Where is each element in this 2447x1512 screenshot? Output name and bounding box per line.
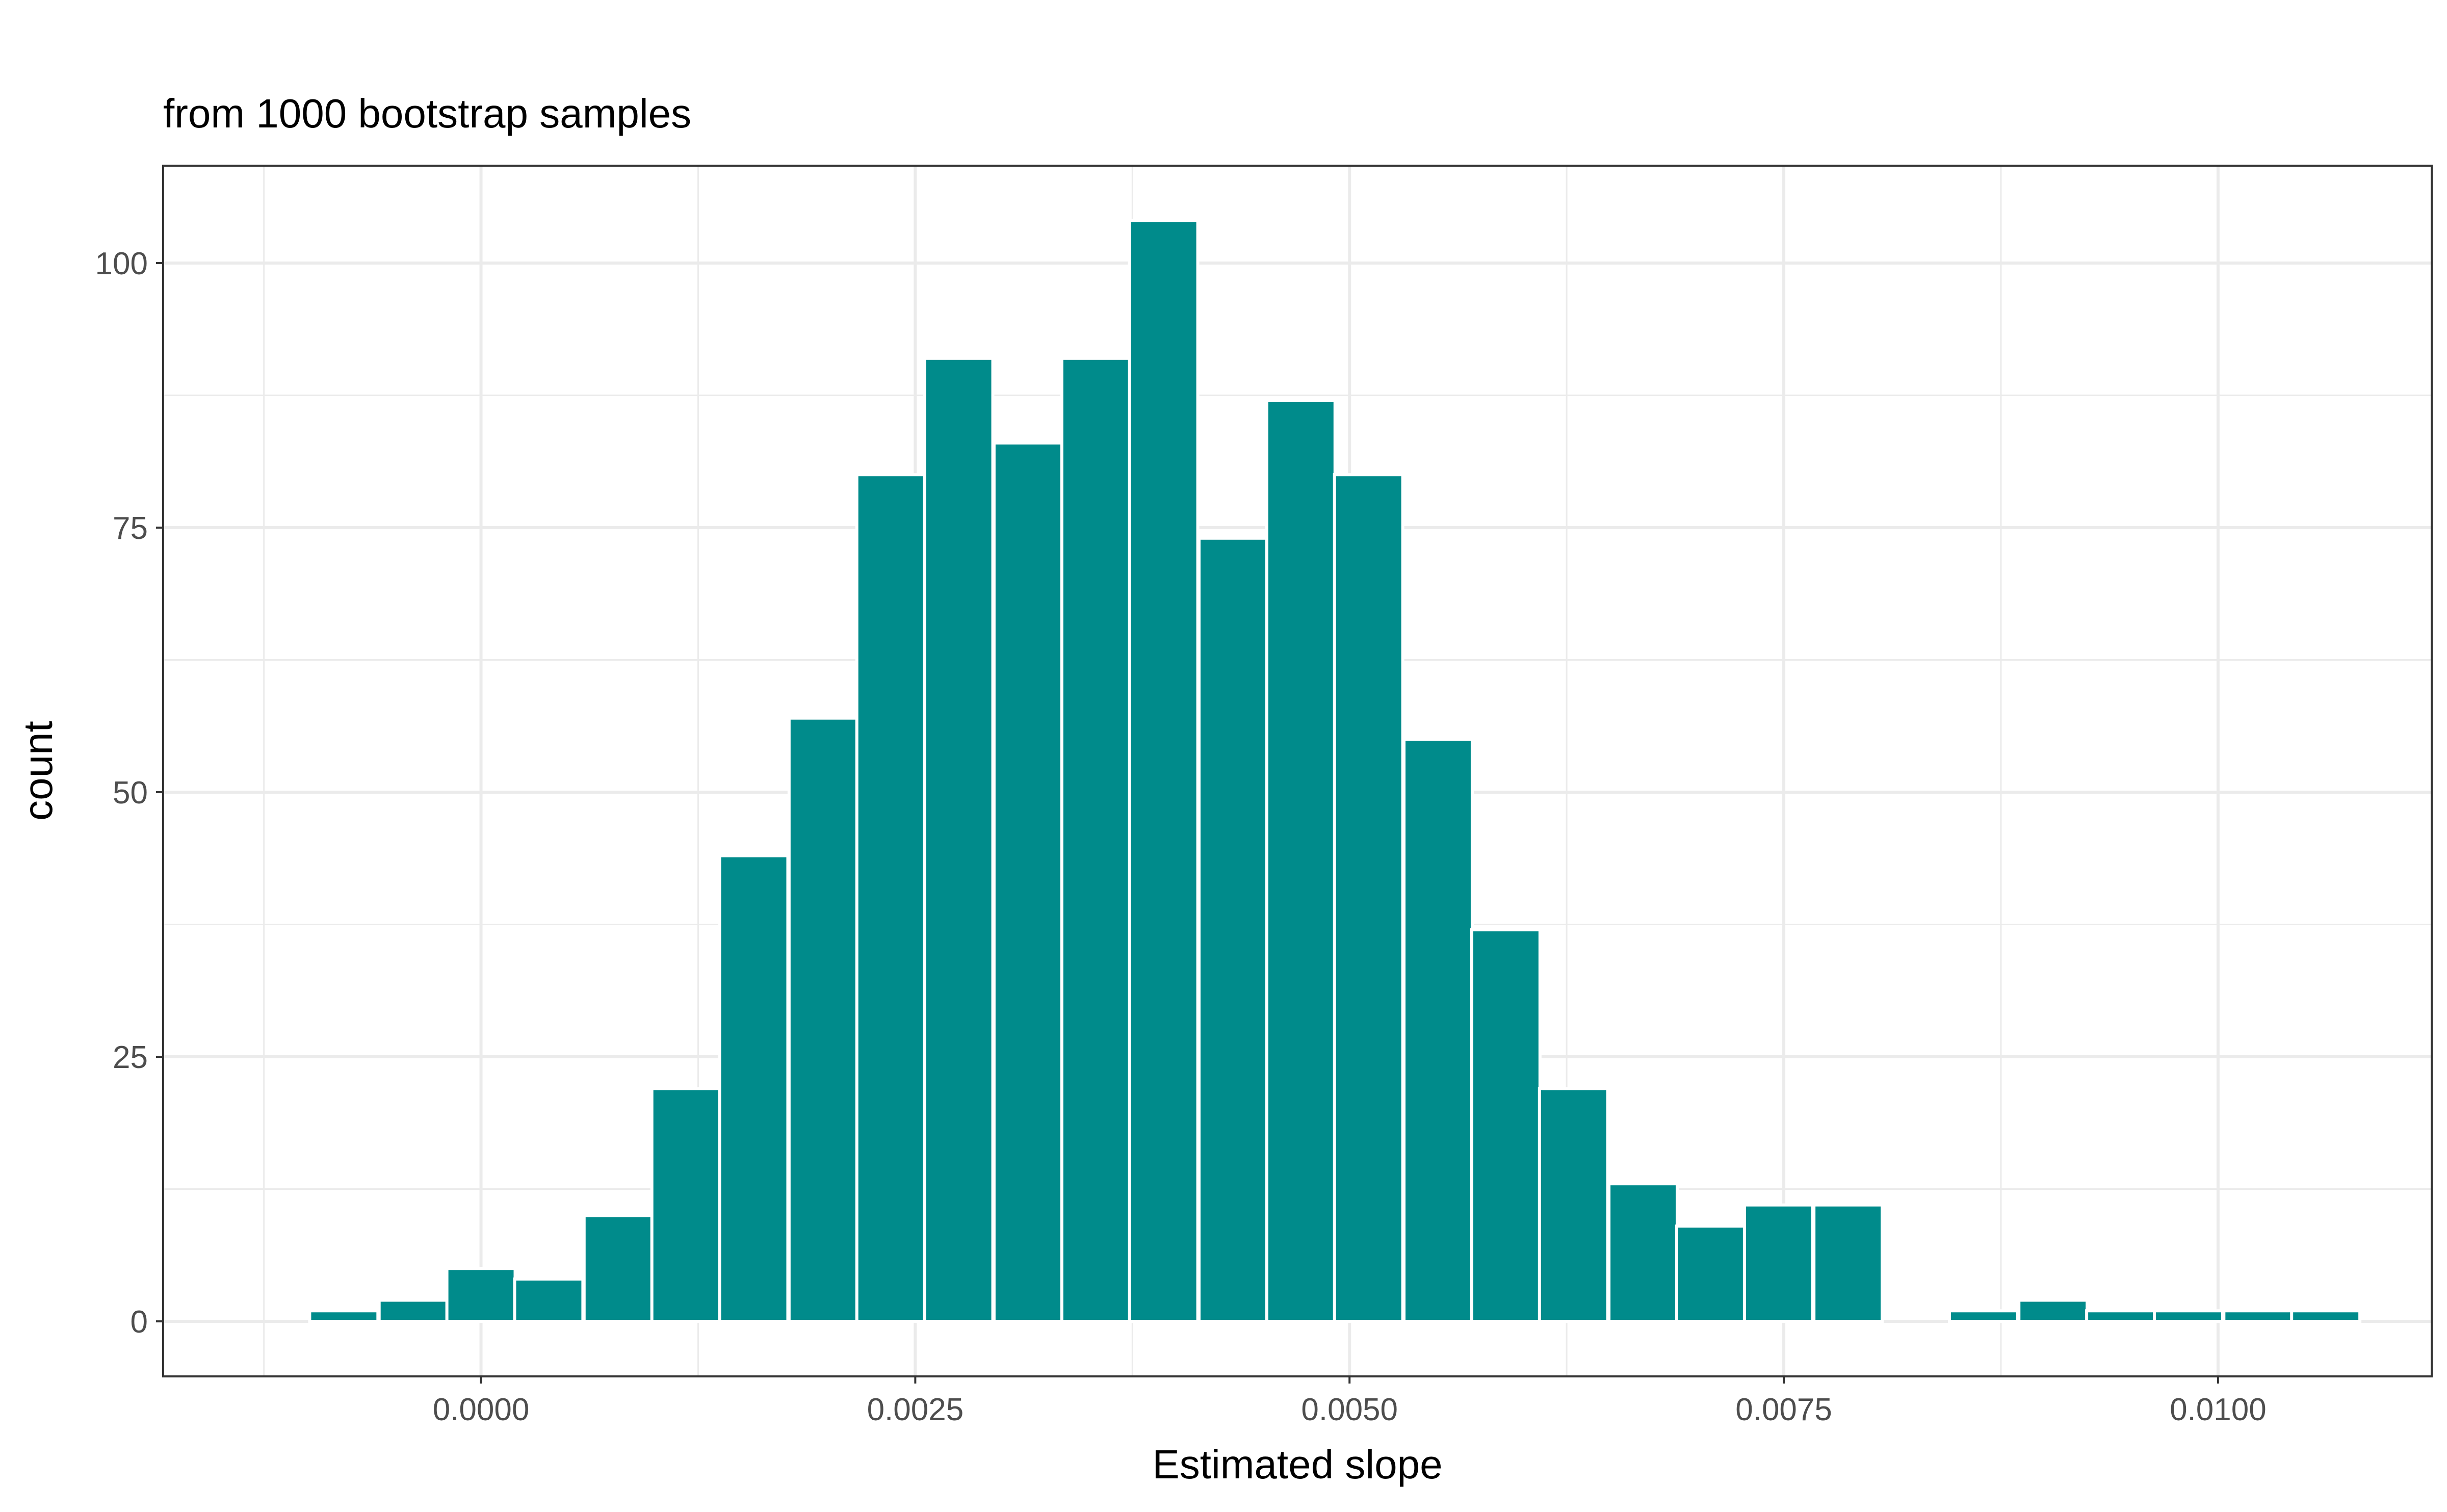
- histogram-bar: [787, 716, 859, 1323]
- histogram-bar: [1470, 928, 1542, 1323]
- histogram-bar: [513, 1278, 585, 1323]
- y-tick-label: 75: [113, 511, 148, 546]
- y-axis: 0 25 50 75 100: [95, 246, 163, 1340]
- histogram-bar: [1675, 1224, 1747, 1323]
- histogram-bar: [1947, 1309, 2019, 1323]
- histogram-bar: [1812, 1203, 1884, 1323]
- y-tick-label: 25: [113, 1040, 148, 1075]
- histogram-bar: [2017, 1298, 2089, 1323]
- histogram-bar: [718, 854, 790, 1323]
- histogram-bar: [1265, 399, 1337, 1323]
- histogram-bar: [923, 356, 995, 1323]
- x-tick-label: 0.0000: [433, 1392, 530, 1427]
- y-tick-label: 50: [113, 775, 148, 811]
- histogram-bar: [2222, 1309, 2294, 1323]
- x-tick-label: 0.0100: [2170, 1392, 2267, 1427]
- x-tick-label: 0.0075: [1735, 1392, 1832, 1427]
- histogram-bar: [2085, 1309, 2157, 1323]
- x-tick-label: 0.0050: [1301, 1392, 1398, 1427]
- histogram-bar: [2290, 1309, 2362, 1323]
- histogram-bar: [650, 1087, 722, 1323]
- histogram-bars: [308, 219, 2362, 1323]
- histogram-bar: [377, 1298, 449, 1323]
- histogram-bar: [1197, 536, 1269, 1323]
- histogram-bar: [582, 1214, 654, 1323]
- histogram-bar: [1060, 356, 1132, 1323]
- y-tick-label: 100: [95, 246, 148, 281]
- histogram-bar: [1333, 473, 1404, 1323]
- x-axis-title: Estimated slope: [1152, 1442, 1442, 1487]
- histogram-bar: [855, 473, 927, 1323]
- y-tick-label: 0: [131, 1305, 148, 1340]
- histogram-bar: [445, 1267, 517, 1323]
- histogram-bar: [1607, 1182, 1679, 1323]
- chart-subtitle: from 1000 bootstrap samples: [163, 91, 691, 136]
- histogram-bar: [1402, 738, 1474, 1323]
- histogram-bar: [1128, 219, 1200, 1323]
- histogram-bar: [992, 441, 1064, 1323]
- x-tick-label: 0.0025: [867, 1392, 964, 1427]
- histogram-bar: [308, 1309, 380, 1323]
- y-axis-title: count: [15, 721, 61, 821]
- histogram-bar: [1742, 1203, 1814, 1323]
- histogram-bar: [2153, 1309, 2224, 1323]
- panel-border: [162, 165, 2433, 1377]
- histogram-bar: [1538, 1087, 1609, 1323]
- x-axis: 0.0000 0.0025 0.0050 0.0075 0.0100: [433, 1376, 2267, 1427]
